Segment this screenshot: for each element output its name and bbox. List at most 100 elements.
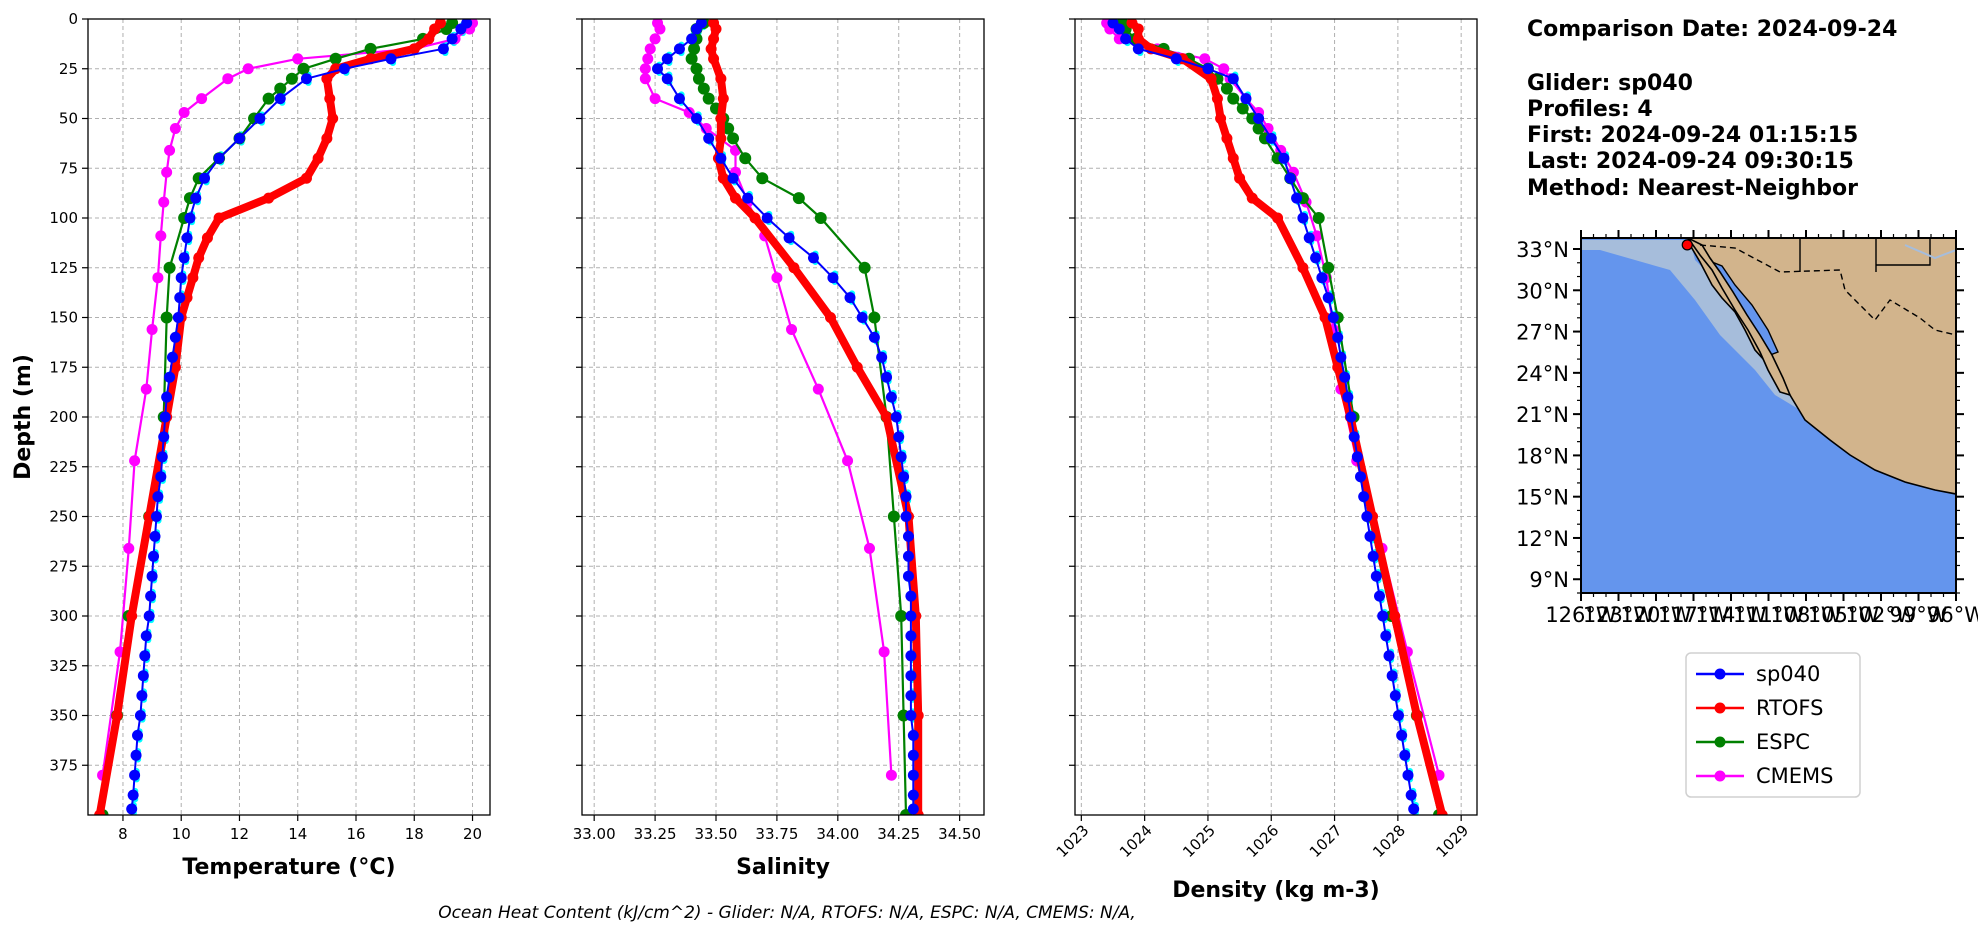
- x-tick-label: 1028: [1369, 821, 1409, 861]
- sp040-point: [1355, 471, 1367, 483]
- cmems-point: [649, 33, 661, 45]
- rtofs-point: [193, 252, 205, 264]
- sp040-point: [1389, 690, 1401, 702]
- espc-point: [868, 311, 881, 324]
- sp040-point: [143, 610, 155, 622]
- sp040-point: [136, 690, 148, 702]
- sp040-point: [1399, 749, 1411, 761]
- sp040-point: [1405, 789, 1417, 801]
- plot-frame: [1074, 18, 1478, 816]
- sp040-point: [150, 511, 162, 522]
- x-tick-label: 33.75: [755, 825, 798, 843]
- rtofs-point: [408, 43, 420, 55]
- sp040-point: [1284, 172, 1296, 184]
- y-tick-label: 100: [49, 209, 78, 227]
- sp040-point: [159, 411, 171, 423]
- map-lat-label: 24°N: [1516, 362, 1569, 386]
- espc-point: [1312, 212, 1325, 224]
- series-group: [639, 19, 924, 815]
- sp040-point: [184, 212, 196, 224]
- sp040-point: [1113, 23, 1125, 35]
- rtofs-point: [126, 610, 138, 622]
- sp040-point: [1310, 252, 1322, 264]
- sp040-point: [1342, 391, 1354, 403]
- map-baja: [1687, 238, 1792, 397]
- espc-point: [702, 92, 715, 105]
- y-tick-label: 375: [49, 756, 78, 774]
- plot-frame: [581, 18, 985, 816]
- map-lon-label: 105°W: [1808, 603, 1880, 627]
- sp040-point: [885, 391, 897, 403]
- sp040-point: [905, 650, 917, 662]
- sp040-point: [158, 431, 170, 443]
- sp040-point: [338, 63, 350, 75]
- cmems-point: [123, 542, 135, 554]
- rtofs-point: [365, 53, 377, 65]
- rtofs-point: [749, 212, 761, 224]
- info-comparison-date: Comparison Date: 2024-09-24: [1527, 17, 1897, 42]
- rtofs-point: [715, 73, 727, 85]
- espc-point: [792, 192, 805, 205]
- glider-position-marker: [1681, 239, 1693, 251]
- rtofs-point: [201, 232, 213, 244]
- sp040-point: [1351, 451, 1363, 463]
- sp040-point: [727, 172, 739, 184]
- info-block: Comparison Date: 2024-09-24 Glider: sp04…: [1527, 17, 1897, 201]
- map-border-us-mexico: [1699, 244, 1956, 336]
- legend-marker-cmems: [1714, 770, 1726, 782]
- map-lon-label: 99°W: [1890, 603, 1948, 627]
- sp040-point: [827, 272, 839, 284]
- region-map: 33°N 30°N 27°N 24°N 21°N 18°N 15°N 12°N 9°N 126°W…: [1516, 230, 1978, 627]
- map-lon-label: 126°W: [1545, 603, 1617, 627]
- cmems-point: [842, 455, 854, 467]
- espc-point: [722, 122, 735, 135]
- sp040-point: [895, 451, 907, 463]
- y-tick-label: 350: [49, 707, 78, 725]
- sp040-point: [149, 530, 161, 542]
- map-lon-label: 114°W: [1695, 603, 1767, 627]
- espc-point: [329, 52, 342, 65]
- sp040-point: [1339, 371, 1351, 383]
- rtofs-point: [1221, 132, 1233, 144]
- rtofs-point: [708, 33, 720, 45]
- sp040-point: [190, 192, 202, 204]
- espc-point: [692, 72, 705, 85]
- sp040-point: [213, 152, 225, 164]
- sp040-point: [1348, 431, 1360, 443]
- legend-label-espc: ESPC: [1756, 730, 1810, 754]
- sp040-point: [169, 331, 181, 343]
- rtofs-point: [710, 23, 722, 35]
- sp040-point: [145, 590, 157, 602]
- map-lat-label: 27°N: [1516, 321, 1569, 345]
- y-axis-label: Depth (m): [11, 354, 36, 480]
- plot-area: [582, 19, 984, 815]
- sp040-point: [907, 749, 919, 761]
- y-tick-label: 25: [59, 60, 78, 78]
- sp040-point: [907, 769, 919, 781]
- rtofs-point: [1227, 152, 1239, 164]
- sp040-point: [148, 550, 160, 562]
- temperature-panel: 8 10 12 14 16 18 20025507510012515017520022525…: [11, 10, 491, 880]
- sp040-point: [691, 23, 703, 35]
- sp040-point: [178, 252, 190, 264]
- y-tick-label: 0: [68, 10, 78, 28]
- density-panel: 1023 1024 1025 1026 1027 1028 1029 Density (kg …: [1053, 18, 1478, 903]
- sp040-point: [1374, 590, 1386, 602]
- sp040-point: [139, 650, 151, 662]
- legend-label-sp040: sp040: [1756, 662, 1820, 686]
- legend-marker-espc: [1714, 736, 1726, 748]
- sp040-point: [1386, 670, 1398, 682]
- x-tick-label: 14: [288, 825, 307, 843]
- x-tick-label: 10: [172, 825, 191, 843]
- sp040-point: [1361, 511, 1373, 522]
- sp040-point: [898, 471, 910, 483]
- sp040-point: [1345, 411, 1357, 423]
- rtofs-point: [1215, 113, 1227, 124]
- sp040-point: [172, 312, 184, 323]
- sp040-point: [907, 789, 919, 801]
- sp040-point: [156, 451, 168, 463]
- sp040-point: [1358, 491, 1370, 503]
- y-tick-label: 300: [49, 607, 78, 625]
- sp040-point: [164, 371, 176, 383]
